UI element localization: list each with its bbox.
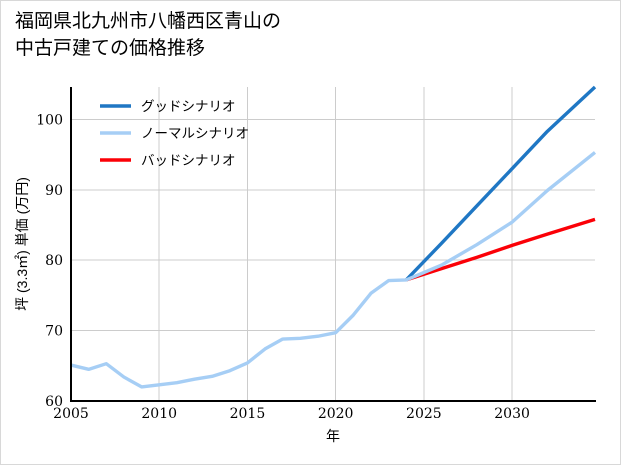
axis-spines-group [69, 87, 596, 403]
legend-label-normal: ノーマルシナリオ [141, 126, 249, 142]
y-axis-title: 坪 (3.3㎡) 単価 (万円) [14, 177, 30, 311]
series-line-bad [405, 217, 596, 282]
y-tick-label: 70 [45, 324, 63, 340]
legend-label-good: グッドシナリオ [141, 99, 236, 115]
series-line-good [404, 85, 597, 282]
x-axis-tick-labels: 2005 2010 2015 2020 2025 2030 [53, 406, 530, 422]
x-axis-title: 年 [326, 428, 340, 444]
y-tick-label: 60 [45, 394, 63, 410]
page-title: 福岡県北九州市八幡西区青山の 中古戸建ての価格推移 [15, 11, 282, 59]
x-tick-label: 2015 [230, 406, 266, 422]
y-tick-label: 100 [36, 112, 63, 128]
legend-label-bad: バッドシナリオ [141, 153, 236, 169]
series-group [70, 85, 597, 389]
series-line-normal [70, 151, 597, 389]
x-tick-label: 2005 [53, 406, 89, 422]
x-tick-label: 2010 [141, 406, 177, 422]
y-axis-tick-labels: 60 70 80 90 100 [36, 112, 63, 410]
x-tick-label: 2020 [318, 406, 354, 422]
x-tick-label: 2030 [494, 406, 530, 422]
y-tick-label: 80 [45, 253, 63, 269]
y-tick-label: 90 [45, 183, 63, 199]
x-tick-label: 2025 [406, 406, 442, 422]
